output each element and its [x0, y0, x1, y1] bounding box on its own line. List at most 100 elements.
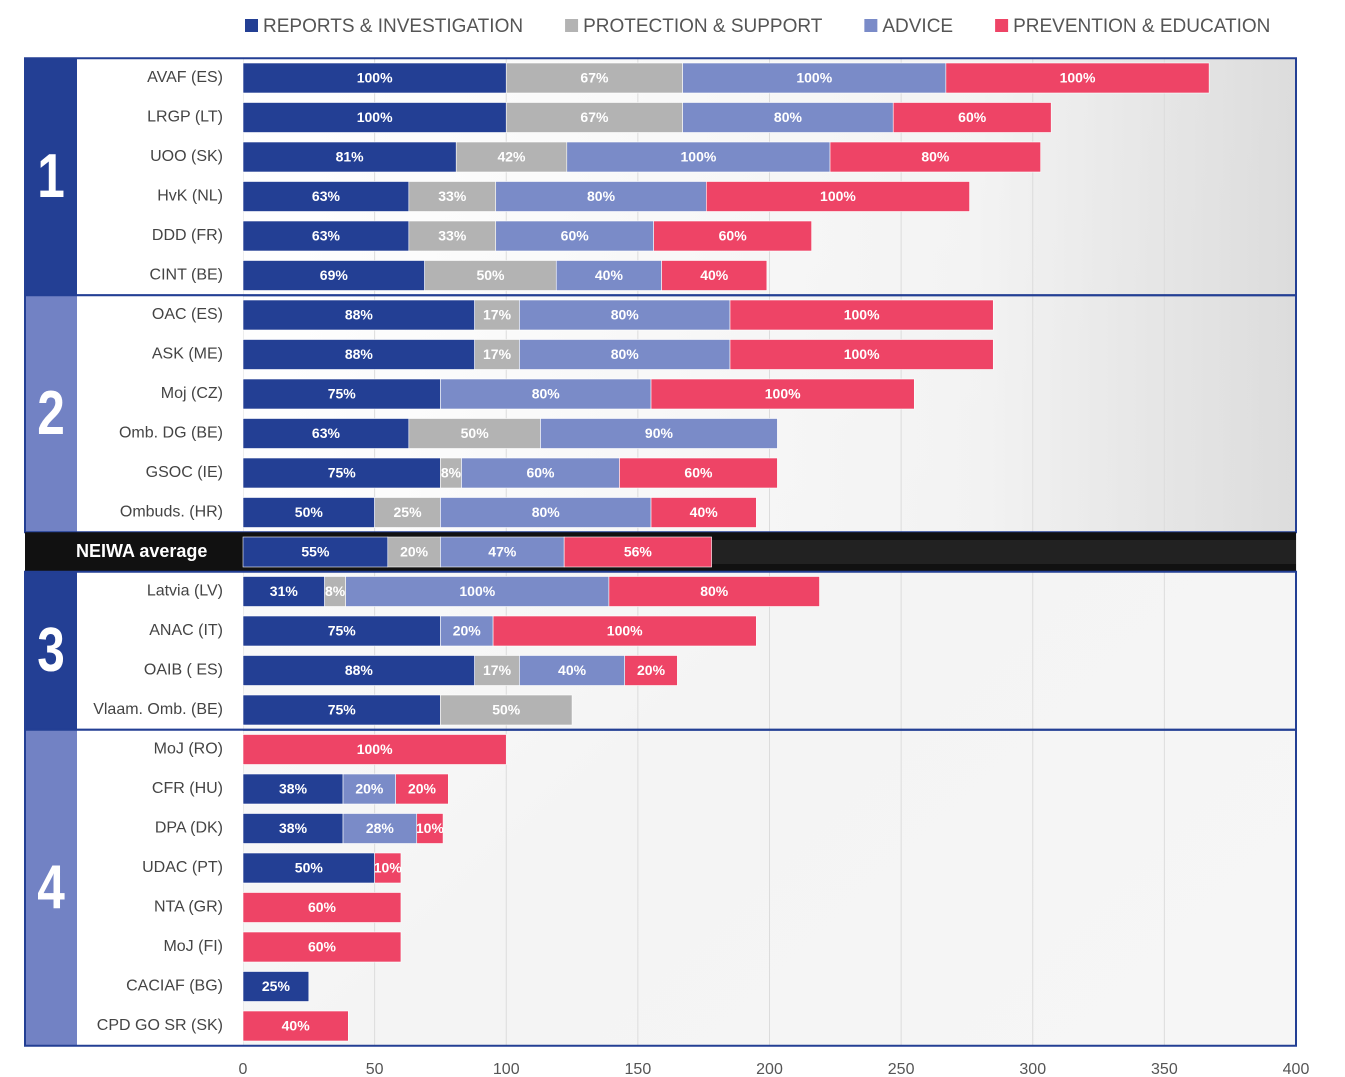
bar-segment	[242, 181, 410, 212]
x-tick-label: 100	[493, 1061, 520, 1077]
bar-segment	[540, 418, 778, 449]
bar-segment	[650, 497, 757, 528]
bar-segment	[706, 181, 970, 212]
legend-label: ADVICE	[882, 16, 953, 37]
legend-label: PREVENTION & EDUCATION	[1013, 16, 1270, 37]
bar-segment	[395, 773, 449, 805]
data-label: 80%	[774, 109, 803, 125]
data-label: 69%	[320, 267, 349, 283]
data-label: 88%	[345, 662, 374, 678]
bar-segment	[242, 497, 375, 528]
data-label: 75%	[328, 623, 357, 639]
x-tick-label: 250	[888, 1061, 915, 1077]
category-label: DPA (DK)	[155, 820, 223, 837]
bar-segment	[408, 418, 541, 449]
data-label: 20%	[408, 781, 437, 797]
bar-segment	[242, 576, 325, 607]
x-tick-label: 400	[1283, 1061, 1310, 1077]
bar-segment	[729, 339, 994, 370]
data-label: 50%	[476, 267, 505, 283]
data-label: 63%	[312, 188, 341, 204]
bar-segment	[242, 220, 410, 252]
bar-segment	[474, 655, 520, 686]
data-label: 80%	[532, 386, 561, 402]
data-label: 100%	[1060, 70, 1096, 86]
bar-segment	[492, 615, 757, 647]
legend-label: PROTECTION & SUPPORT	[583, 16, 823, 37]
bar-segment	[242, 62, 507, 94]
data-label: 100%	[681, 149, 717, 165]
bar-segment	[474, 339, 520, 370]
bar-segment	[242, 734, 507, 765]
data-label: 60%	[719, 228, 748, 244]
bar-segment	[342, 773, 396, 805]
category-label: GSOC (IE)	[146, 464, 223, 481]
data-label: 28%	[366, 820, 395, 836]
x-tick-label: 50	[366, 1061, 384, 1077]
bar-segment	[829, 141, 1041, 173]
data-label: 17%	[483, 346, 512, 362]
data-label: 20%	[400, 544, 429, 560]
data-label: 90%	[645, 425, 674, 441]
category-label: CACIAF (BG)	[126, 978, 223, 995]
category-label: CFR (HU)	[152, 780, 223, 797]
bar-segment	[242, 694, 441, 726]
category-label: OAC (ES)	[152, 306, 223, 323]
legend-swatch	[565, 19, 579, 32]
x-tick-label: 0	[239, 1061, 248, 1077]
data-label: 25%	[394, 504, 423, 520]
bar-segment	[242, 655, 475, 686]
data-label: 100%	[765, 386, 801, 402]
data-label: 88%	[345, 307, 374, 323]
data-label: 10%	[416, 820, 445, 836]
bar-segment	[495, 181, 707, 212]
data-label: 56%	[624, 544, 653, 560]
data-label: 55%	[301, 544, 330, 560]
bar-segment	[416, 813, 444, 844]
bar-segment	[242, 418, 410, 449]
category-label: DDD (FR)	[152, 227, 223, 244]
group-panel	[25, 729, 77, 1046]
data-label: 100%	[357, 109, 393, 125]
bar-segment	[242, 971, 310, 1002]
bar-segment	[619, 457, 778, 489]
group-label: 1	[37, 141, 65, 211]
data-label: 60%	[308, 939, 337, 955]
group-label: 3	[37, 615, 65, 685]
bar-segment	[387, 536, 441, 568]
category-label: Ombuds. (HR)	[120, 504, 223, 521]
bar-segment	[495, 220, 654, 252]
data-label: 100%	[459, 583, 495, 599]
bar-segment	[374, 852, 402, 884]
bar-segment	[242, 931, 402, 963]
data-label: 8%	[441, 465, 462, 481]
category-label: HvK (NL)	[157, 188, 223, 205]
bar-segment	[440, 615, 494, 647]
legend-swatch	[245, 19, 258, 32]
bar-segment	[650, 378, 915, 410]
group-label: 4	[37, 852, 65, 922]
bar-segment	[242, 260, 425, 291]
bar-segment	[242, 299, 475, 331]
legend-swatch	[864, 19, 878, 32]
data-label: 60%	[561, 228, 590, 244]
data-label: 40%	[700, 267, 729, 283]
bar-segment	[242, 615, 441, 647]
x-tick-label: 150	[625, 1061, 652, 1077]
bar-segment	[461, 457, 620, 489]
data-label: 88%	[345, 346, 374, 362]
data-label: 33%	[438, 188, 467, 204]
bar-segment	[505, 102, 683, 133]
data-label: 20%	[637, 662, 666, 678]
data-label: 75%	[328, 386, 357, 402]
bar-segment	[519, 655, 626, 686]
category-label: Moj (CZ)	[161, 385, 223, 402]
bar-segment	[440, 536, 565, 568]
data-label: 40%	[595, 267, 624, 283]
data-label: 31%	[270, 583, 299, 599]
bar-segment	[342, 813, 418, 844]
bar-segment	[440, 378, 652, 410]
bar-segment	[608, 576, 820, 607]
bar-segment	[945, 62, 1210, 94]
